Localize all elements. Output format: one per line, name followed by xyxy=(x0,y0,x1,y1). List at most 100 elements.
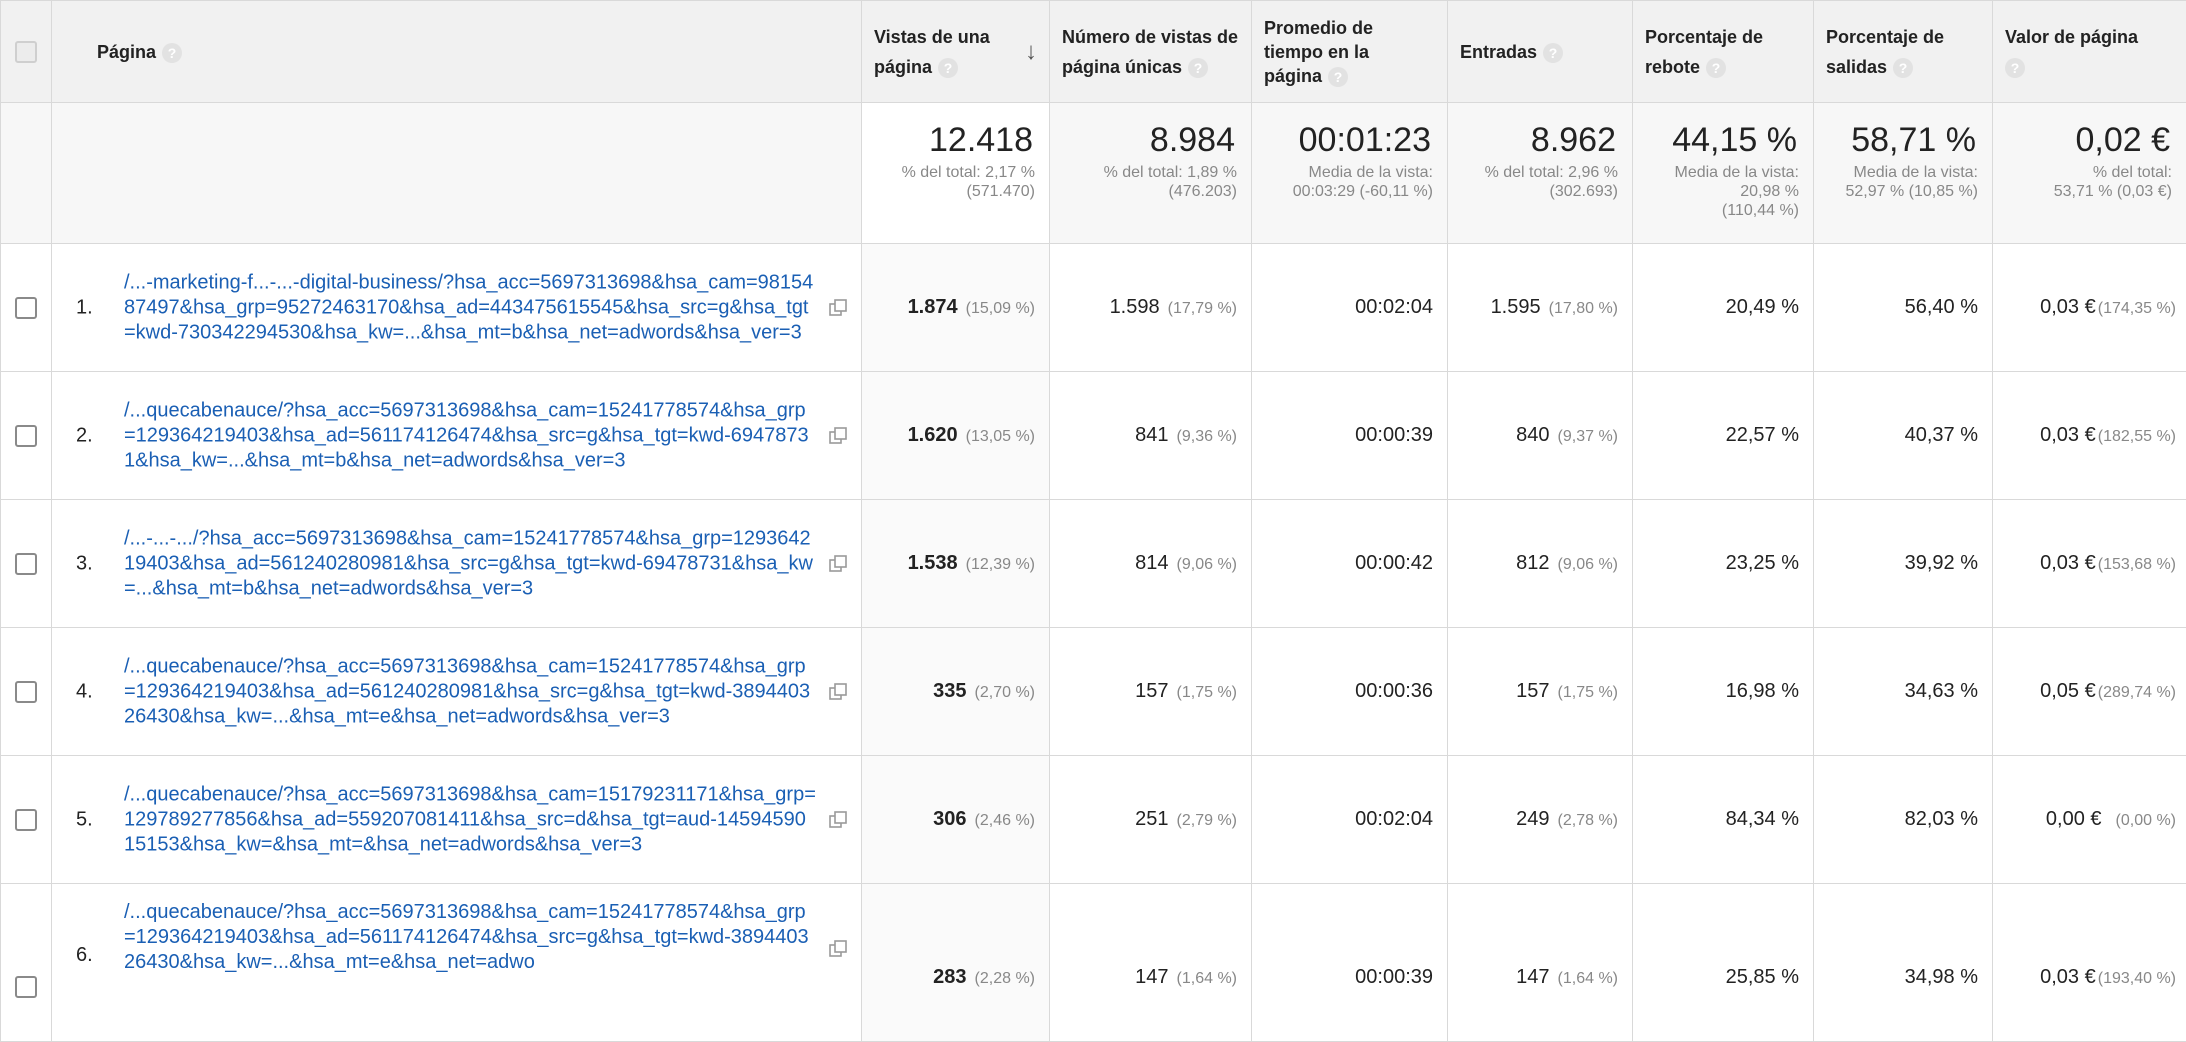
unique-percent: (1,64 %) xyxy=(1177,970,1237,987)
table-row[interactable]: 1. /...-marketing-f...-...-digital-busin… xyxy=(1,244,2186,372)
table-row[interactable]: 3. /...-...-.../?hsa_acc=5697313698&hsa_… xyxy=(1,500,2186,628)
help-icon[interactable]: ? xyxy=(162,43,182,63)
help-icon[interactable]: ? xyxy=(1328,67,1348,87)
row-checkbox[interactable] xyxy=(15,553,37,575)
views-cell: 306(2,46 %) xyxy=(862,756,1050,884)
page-link[interactable]: /...-...-.../?hsa_acc=5697313698&hsa_cam… xyxy=(124,526,817,601)
unique-percent: (9,06 %) xyxy=(1177,556,1237,573)
table-row[interactable]: 5. /...quecabenauce/?hsa_acc=5697313698&… xyxy=(1,756,2186,884)
time-cell: 00:00:36 xyxy=(1252,628,1448,756)
entradas-value: 840 xyxy=(1516,424,1549,446)
table-row[interactable]: 2. /...quecabenauce/?hsa_acc=5697313698&… xyxy=(1,372,2186,500)
row-select-cell[interactable] xyxy=(1,244,52,372)
open-page-icon[interactable] xyxy=(829,940,847,958)
column-header-unique[interactable]: Número de vistas de página únicas? xyxy=(1050,1,1252,103)
valor-value: 0,03 € xyxy=(2040,424,2096,446)
select-all-checkbox[interactable] xyxy=(15,41,37,63)
summary-views-sub: % del total: 2,17 % xyxy=(902,164,1035,181)
rebote-value: 84,34 % xyxy=(1726,808,1799,830)
open-page-icon[interactable] xyxy=(829,555,847,573)
open-page-icon[interactable] xyxy=(829,427,847,445)
salidas-cell: 40,37 % xyxy=(1814,372,1993,500)
open-page-icon[interactable] xyxy=(829,683,847,701)
time-cell: 00:00:39 xyxy=(1252,372,1448,500)
summary-salidas-sub: Media de la vista: xyxy=(1853,164,1978,181)
views-percent: (2,46 %) xyxy=(975,812,1035,829)
summary-rebote: 44,15 % Media de la vista:20,98 %(110,44… xyxy=(1633,103,1814,244)
help-icon[interactable]: ? xyxy=(1188,58,1208,78)
open-page-icon[interactable] xyxy=(829,811,847,829)
row-index: 1. xyxy=(76,296,93,319)
column-header-salidas[interactable]: Porcentaje de salidas? xyxy=(1814,1,1993,103)
row-checkbox[interactable] xyxy=(15,681,37,703)
page-link[interactable]: /...quecabenauce/?hsa_acc=5697313698&hsa… xyxy=(124,782,817,857)
sort-descending-icon[interactable]: ↓ xyxy=(1025,37,1037,67)
row-select-cell[interactable] xyxy=(1,884,52,1042)
rebote-cell: 84,34 % xyxy=(1633,756,1814,884)
column-header-views[interactable]: Vistas de una página? ↓ xyxy=(862,1,1050,103)
views-value: 283 xyxy=(933,966,966,988)
row-select-cell[interactable] xyxy=(1,372,52,500)
help-icon[interactable]: ? xyxy=(1543,43,1563,63)
column-header-entradas[interactable]: Entradas? xyxy=(1448,1,1633,103)
summary-valor-sub: 53,71 % (0,03 €) xyxy=(2054,183,2172,200)
column-header-page[interactable]: Página? xyxy=(52,1,862,103)
page-link[interactable]: /...-marketing-f...-...-digital-business… xyxy=(124,270,817,345)
column-header-time[interactable]: Promedio de tiempo en la página? xyxy=(1252,1,1448,103)
column-header-rebote[interactable]: Porcentaje de rebote? xyxy=(1633,1,1814,103)
summary-salidas-sub: 52,97 % (10,85 %) xyxy=(1845,183,1978,200)
column-header-valor[interactable]: Valor de página ? xyxy=(1993,1,2186,103)
unique-percent: (17,79 %) xyxy=(1168,300,1237,317)
views-cell: 283(2,28 %) xyxy=(862,884,1050,1042)
rebote-value: 22,57 % xyxy=(1726,424,1799,446)
valor-cell: 0,03 €(182,55 %) xyxy=(1993,372,2186,500)
valor-value: 0,03 € xyxy=(2040,552,2096,574)
column-label-entradas: Entradas xyxy=(1460,42,1537,62)
rebote-cell: 16,98 % xyxy=(1633,628,1814,756)
salidas-value: 39,92 % xyxy=(1905,552,1978,574)
salidas-cell: 39,92 % xyxy=(1814,500,1993,628)
column-label-rebote-line1: Porcentaje de xyxy=(1645,27,1763,47)
row-index: 5. xyxy=(76,808,93,831)
views-cell: 1.538(12,39 %) xyxy=(862,500,1050,628)
column-label-page: Página xyxy=(97,42,156,62)
page-link[interactable]: /...quecabenauce/?hsa_acc=5697313698&hsa… xyxy=(124,398,817,473)
summary-unique-value: 8.984 xyxy=(1050,103,1251,159)
row-select-cell[interactable] xyxy=(1,628,52,756)
time-value: 00:00:39 xyxy=(1355,424,1433,446)
summary-rebote-sub: (110,44 %) xyxy=(1722,202,1799,219)
column-label-time-line2: tiempo en la xyxy=(1264,42,1369,62)
row-checkbox[interactable] xyxy=(15,425,37,447)
entradas-value: 812 xyxy=(1516,552,1549,574)
help-icon[interactable]: ? xyxy=(1893,58,1913,78)
column-label-unique-line1: Número de vistas de xyxy=(1062,27,1238,47)
rebote-cell: 25,85 % xyxy=(1633,884,1814,1042)
salidas-cell: 82,03 % xyxy=(1814,756,1993,884)
row-select-cell[interactable] xyxy=(1,500,52,628)
salidas-cell: 56,40 % xyxy=(1814,244,1993,372)
rebote-value: 23,25 % xyxy=(1726,552,1799,574)
table-row[interactable]: 6. /...quecabenauce/?hsa_acc=5697313698&… xyxy=(1,884,2186,1042)
entradas-value: 249 xyxy=(1516,808,1549,830)
page-link[interactable]: /...quecabenauce/?hsa_acc=5697313698&hsa… xyxy=(124,654,817,729)
time-value: 00:00:42 xyxy=(1355,552,1433,574)
open-page-icon[interactable] xyxy=(829,299,847,317)
summary-blank-cell xyxy=(1,103,52,244)
row-checkbox[interactable] xyxy=(15,297,37,319)
table-row[interactable]: 4. /...quecabenauce/?hsa_acc=5697313698&… xyxy=(1,628,2186,756)
views-value: 1.620 xyxy=(908,424,958,446)
time-value: 00:00:39 xyxy=(1355,966,1433,988)
entradas-value: 1.595 xyxy=(1491,296,1541,318)
page-cell: 4. /...quecabenauce/?hsa_acc=5697313698&… xyxy=(52,628,862,756)
select-all-cell[interactable] xyxy=(1,1,52,103)
help-icon[interactable]: ? xyxy=(1706,58,1726,78)
row-checkbox[interactable] xyxy=(15,976,37,998)
views-percent: (12,39 %) xyxy=(966,556,1035,573)
row-checkbox[interactable] xyxy=(15,809,37,831)
help-icon[interactable]: ? xyxy=(2005,58,2025,78)
row-select-cell[interactable] xyxy=(1,756,52,884)
page-link[interactable]: /...quecabenauce/?hsa_acc=5697313698&hsa… xyxy=(124,900,817,975)
help-icon[interactable]: ? xyxy=(938,58,958,78)
valor-percent: (0,00 %) xyxy=(2116,812,2176,829)
